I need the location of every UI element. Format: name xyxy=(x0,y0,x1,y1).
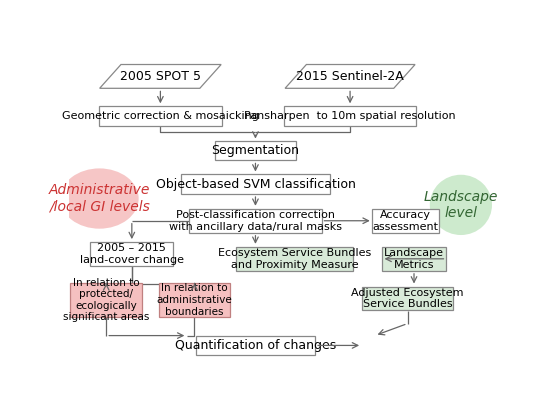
Text: Landscape
Metrics: Landscape Metrics xyxy=(384,248,444,269)
FancyBboxPatch shape xyxy=(98,106,222,126)
Text: 2005 SPOT 5: 2005 SPOT 5 xyxy=(120,70,201,83)
FancyBboxPatch shape xyxy=(196,336,315,355)
FancyBboxPatch shape xyxy=(372,209,438,233)
FancyBboxPatch shape xyxy=(189,209,322,233)
FancyBboxPatch shape xyxy=(181,174,330,194)
FancyBboxPatch shape xyxy=(215,141,296,161)
FancyBboxPatch shape xyxy=(160,283,230,317)
Ellipse shape xyxy=(430,175,492,235)
Text: Pansharpen  to 10m spatial resolution: Pansharpen to 10m spatial resolution xyxy=(244,111,456,121)
FancyBboxPatch shape xyxy=(70,283,142,317)
Ellipse shape xyxy=(60,169,139,229)
Text: Geometric correction & mosaicking: Geometric correction & mosaicking xyxy=(62,111,259,121)
Text: 2005 – 2015
land-cover change: 2005 – 2015 land-cover change xyxy=(80,243,184,265)
FancyBboxPatch shape xyxy=(236,247,353,271)
Polygon shape xyxy=(100,65,221,88)
FancyBboxPatch shape xyxy=(90,242,173,266)
FancyBboxPatch shape xyxy=(362,287,453,310)
FancyBboxPatch shape xyxy=(382,247,446,271)
Text: Post-classification correction
with ancillary data/rural masks: Post-classification correction with anci… xyxy=(169,210,342,232)
Text: Segmentation: Segmentation xyxy=(211,145,299,157)
Text: Adjusted Ecosystem
Service Bundles: Adjusted Ecosystem Service Bundles xyxy=(351,288,464,309)
Text: 2015 Sentinel-2A: 2015 Sentinel-2A xyxy=(296,70,404,83)
Text: Administrative
/local GI levels: Administrative /local GI levels xyxy=(49,183,150,214)
Text: In relation to
protected/
ecologically
significant areas: In relation to protected/ ecologically s… xyxy=(63,278,150,323)
Text: Ecosystem Service Bundles
and Proximity Measure: Ecosystem Service Bundles and Proximity … xyxy=(218,248,371,269)
Text: Quantification of changes: Quantification of changes xyxy=(175,339,336,352)
Text: Landscape
level: Landscape level xyxy=(424,190,498,220)
Polygon shape xyxy=(285,65,415,88)
Text: Object-based SVM classification: Object-based SVM classification xyxy=(156,178,355,191)
Text: In relation to
administrative
boundaries: In relation to administrative boundaries xyxy=(157,283,232,317)
FancyBboxPatch shape xyxy=(284,106,416,126)
Text: Accuracy
assessment: Accuracy assessment xyxy=(372,210,438,232)
